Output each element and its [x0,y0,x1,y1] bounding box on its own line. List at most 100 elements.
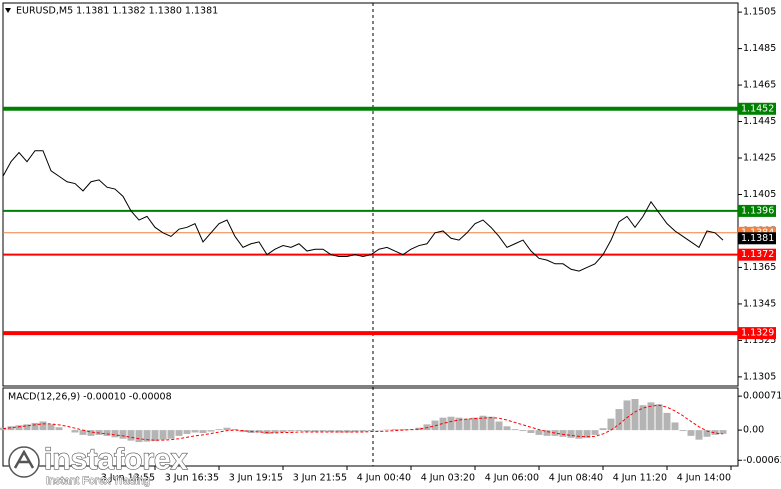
macd-bar [615,409,623,431]
price-line [2,150,724,272]
macd-bar [143,430,151,442]
macd-bar [599,428,607,431]
y-tick-label: 1.1445 [743,116,776,127]
watermark: instaforex Instant Forex Trading [8,442,188,487]
macd-bar [503,426,511,431]
macd-bar [7,426,15,431]
y-tick-label: 1.1305 [743,371,776,382]
macd-bar [463,418,471,431]
signal-line [2,404,724,441]
macd-bar [631,399,639,431]
macd-bar [479,415,487,431]
x-tick-label: 4 Jun 06:00 [485,473,539,484]
macd-bar [639,405,647,431]
macd-bar [223,427,231,431]
macd-bar [159,430,167,440]
macd-bar [519,430,527,432]
level-label: 1.1396 [741,205,774,216]
macd-bar [719,430,727,434]
logo-glyph [13,449,35,469]
macd-bar [39,421,47,431]
macd-bar [319,430,327,432]
x-tick-label: 3 Jun 16:35 [165,473,219,484]
x-tick-label: 4 Jun 08:40 [549,473,603,484]
y-tick-label: 1.1425 [743,153,776,164]
macd-bar [367,430,375,432]
y-tick-label: 1.1325 [743,335,776,346]
y-tick-label: -0.00063 [743,455,781,466]
macd-bar [311,430,319,433]
macd-bar [135,430,143,443]
macd-bar [351,430,359,433]
macd-bar [207,430,215,432]
macd-bar [271,430,279,433]
macd-bar [703,430,711,437]
chart-title: EURUSD,M5 1.1381 1.1382 1.1380 1.1381 [16,6,218,17]
y-tick-label: 0.00 [743,425,764,436]
macd-bar [127,430,135,441]
macd-bar [335,430,343,433]
macd-bar [167,430,175,439]
x-tick-label: 4 Jun 03:20 [421,473,475,484]
y-tick-label: 0.00071 [743,391,781,402]
macd-bar [111,430,119,438]
level-label: 1.1452 [741,103,774,114]
macd-bar [103,430,111,436]
macd-bar [495,421,503,431]
macd-bar [183,430,191,434]
x-tick-label: 3 Jun 19:15 [229,473,283,484]
macd-bar [687,430,695,436]
level-label: 1.1329 [741,328,774,339]
macd-panel-frame [2,387,739,467]
macd-bar [655,404,663,431]
y-tick-label: 1.1365 [743,262,776,273]
macd-bar [623,400,631,431]
macd-bar [359,430,367,432]
macd-bar [447,416,455,431]
macd-bar [567,430,575,438]
x-tick-label: 3 Jun 21:55 [293,473,347,484]
macd-bar [511,429,519,431]
macd-bar [663,412,671,431]
macd-bar [527,430,535,433]
macd-bar [231,429,239,431]
macd-bar [591,430,599,435]
macd-bar [303,430,311,432]
macd-bar [471,417,479,431]
macd-bar [31,422,39,431]
macd-bar [575,430,583,439]
y-tick-label: 1.1345 [743,298,776,309]
logo-tagline: Instant Forex Trading [46,475,150,487]
x-tick-label: 4 Jun 14:00 [677,473,731,484]
macd-bar [439,417,447,431]
macd-bar [87,430,95,436]
level-label-box [738,327,776,340]
x-tick-label: 4 Jun 00:40 [357,473,411,484]
macd-bar [79,430,87,435]
current-price-label: 1.1381 [741,233,774,244]
x-tick-label: 4 Jun 11:20 [613,473,667,484]
macd-bar [695,430,703,440]
menu-arrow [5,8,11,13]
y-tick-label: 1.1465 [743,80,776,91]
level-label-box [738,248,776,261]
macd-bar [487,416,495,431]
y-tick-label: 1.1405 [743,189,776,200]
macd-bar [23,424,31,431]
macd-bar [55,427,63,431]
level-label-box [738,102,776,115]
y-tick-label: 1.1485 [743,43,776,54]
macd-bar [647,402,655,431]
macd-bar [455,417,463,431]
macd-bar [191,430,199,433]
macd-bar [175,430,183,436]
macd-bar [343,430,351,433]
x-tick-label: 3 Jun 13:55 [101,473,155,484]
macd-bar [415,427,423,431]
macd-bar [671,422,679,431]
macd-bar [391,429,399,431]
macd-bar [151,430,159,442]
macd-bar [559,430,567,437]
macd-bar [119,430,127,439]
macd-bar [535,430,543,435]
